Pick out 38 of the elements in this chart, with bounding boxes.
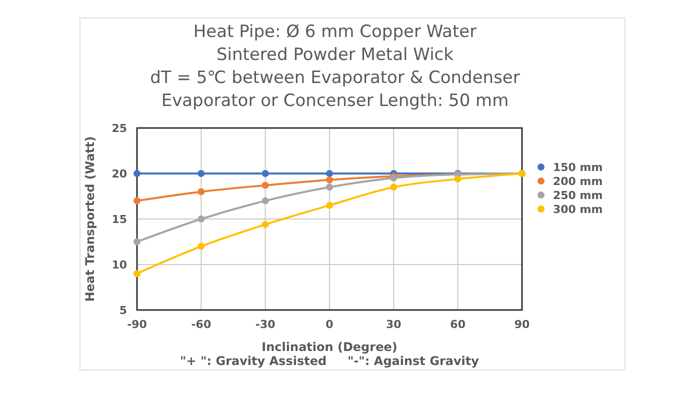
- y-tick-label: 5: [119, 304, 127, 317]
- point: [134, 270, 140, 278]
- point: [326, 170, 333, 177]
- point: [198, 188, 205, 196]
- x-tick-label: -90: [127, 318, 148, 331]
- x-tick-label: -60: [191, 318, 212, 331]
- text: "+ ": Gravity Assisted "-": Against Gravity: [180, 354, 480, 368]
- point: [134, 170, 140, 177]
- x-axis-title: Inclination (Degree): [262, 340, 398, 354]
- y-tick-label: 10: [112, 258, 128, 272]
- point: [454, 175, 462, 182]
- point: [390, 184, 398, 191]
- point: [262, 220, 269, 228]
- legend-label: 250 mm: [553, 189, 603, 202]
- y-tick-label: 20: [112, 168, 128, 180]
- point: [198, 170, 205, 177]
- y-tick-label: 25: [112, 122, 127, 135]
- chart-title: Heat Pipe: Ø 6 mm Copper Water Sintered Powder Metal Wick dT = 5℃ between Evaporator & Condenser Evaporator or Concenser Length: 50 mm: [150, 22, 520, 111]
- point: [198, 216, 205, 222]
- point: [262, 197, 269, 204]
- x-tick-label: 90: [514, 318, 530, 331]
- point: [326, 202, 333, 209]
- x-tick-label: 30: [386, 318, 402, 331]
- y-axis-title: Heat Transported (Watt): [83, 136, 97, 302]
- point: [326, 176, 333, 184]
- legend-label: 150 mm: [553, 161, 603, 174]
- point: [262, 170, 269, 177]
- legend-label: 200 mm: [553, 175, 603, 188]
- point: [326, 184, 333, 191]
- x-tick-label: 60: [450, 318, 466, 331]
- y-tick-label: 15: [112, 213, 127, 226]
- legend-label: 300 mm: [553, 203, 603, 216]
- point: [134, 238, 140, 246]
- point: [134, 197, 140, 204]
- point: [198, 242, 205, 250]
- x-tick-label: -30: [255, 318, 276, 331]
- x-tick-label: 0: [326, 318, 334, 331]
- point: [262, 182, 269, 189]
